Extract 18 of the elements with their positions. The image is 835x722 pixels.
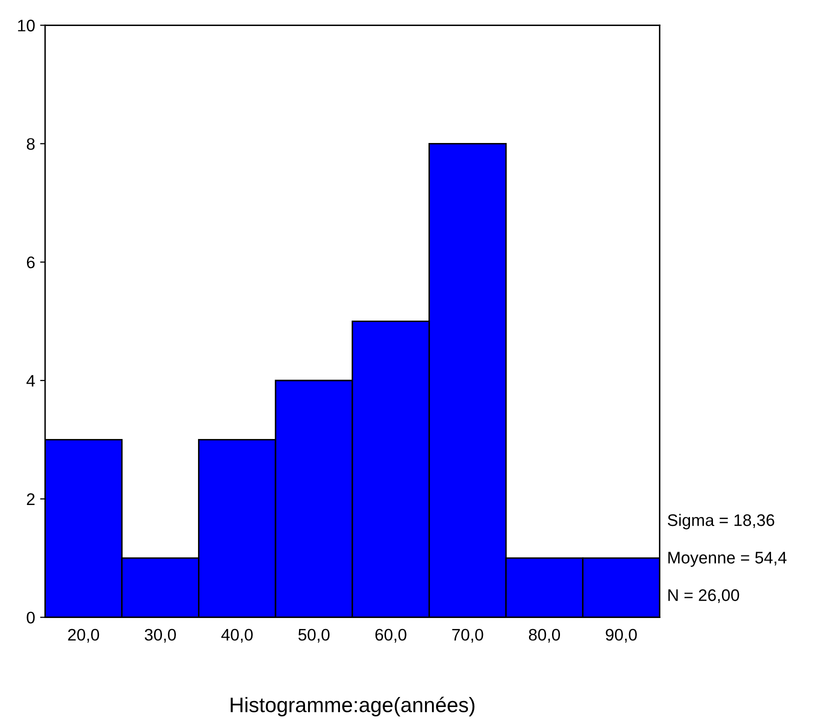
y-tick-label: 10: [18, 20, 35, 32]
x-tick-label: 50,0: [298, 628, 330, 643]
text: Sigma = 18,36: [668, 514, 774, 530]
y-tick-label: 2: [26, 493, 35, 505]
y-tick-label: 8: [26, 138, 35, 150]
x-tick-label: 20,0: [68, 628, 100, 643]
x-tick-label: 60,0: [375, 628, 406, 643]
y-tick-label: 4: [26, 375, 35, 387]
text: Moyenne = 54,4: [668, 552, 787, 567]
x-tick-label: 90,0: [606, 628, 637, 643]
x-axis-title: Histogramme:age(années): [230, 696, 474, 716]
x-tick-label: 40,0: [221, 628, 253, 643]
y-tick-label: 6: [26, 256, 35, 268]
x-tick-label: 30,0: [144, 628, 176, 643]
x-tick-label: 70,0: [452, 628, 484, 643]
x-tick-label: 80,0: [528, 628, 560, 643]
y-tick-label: 0: [26, 612, 35, 624]
text: N = 26,00: [668, 589, 740, 604]
